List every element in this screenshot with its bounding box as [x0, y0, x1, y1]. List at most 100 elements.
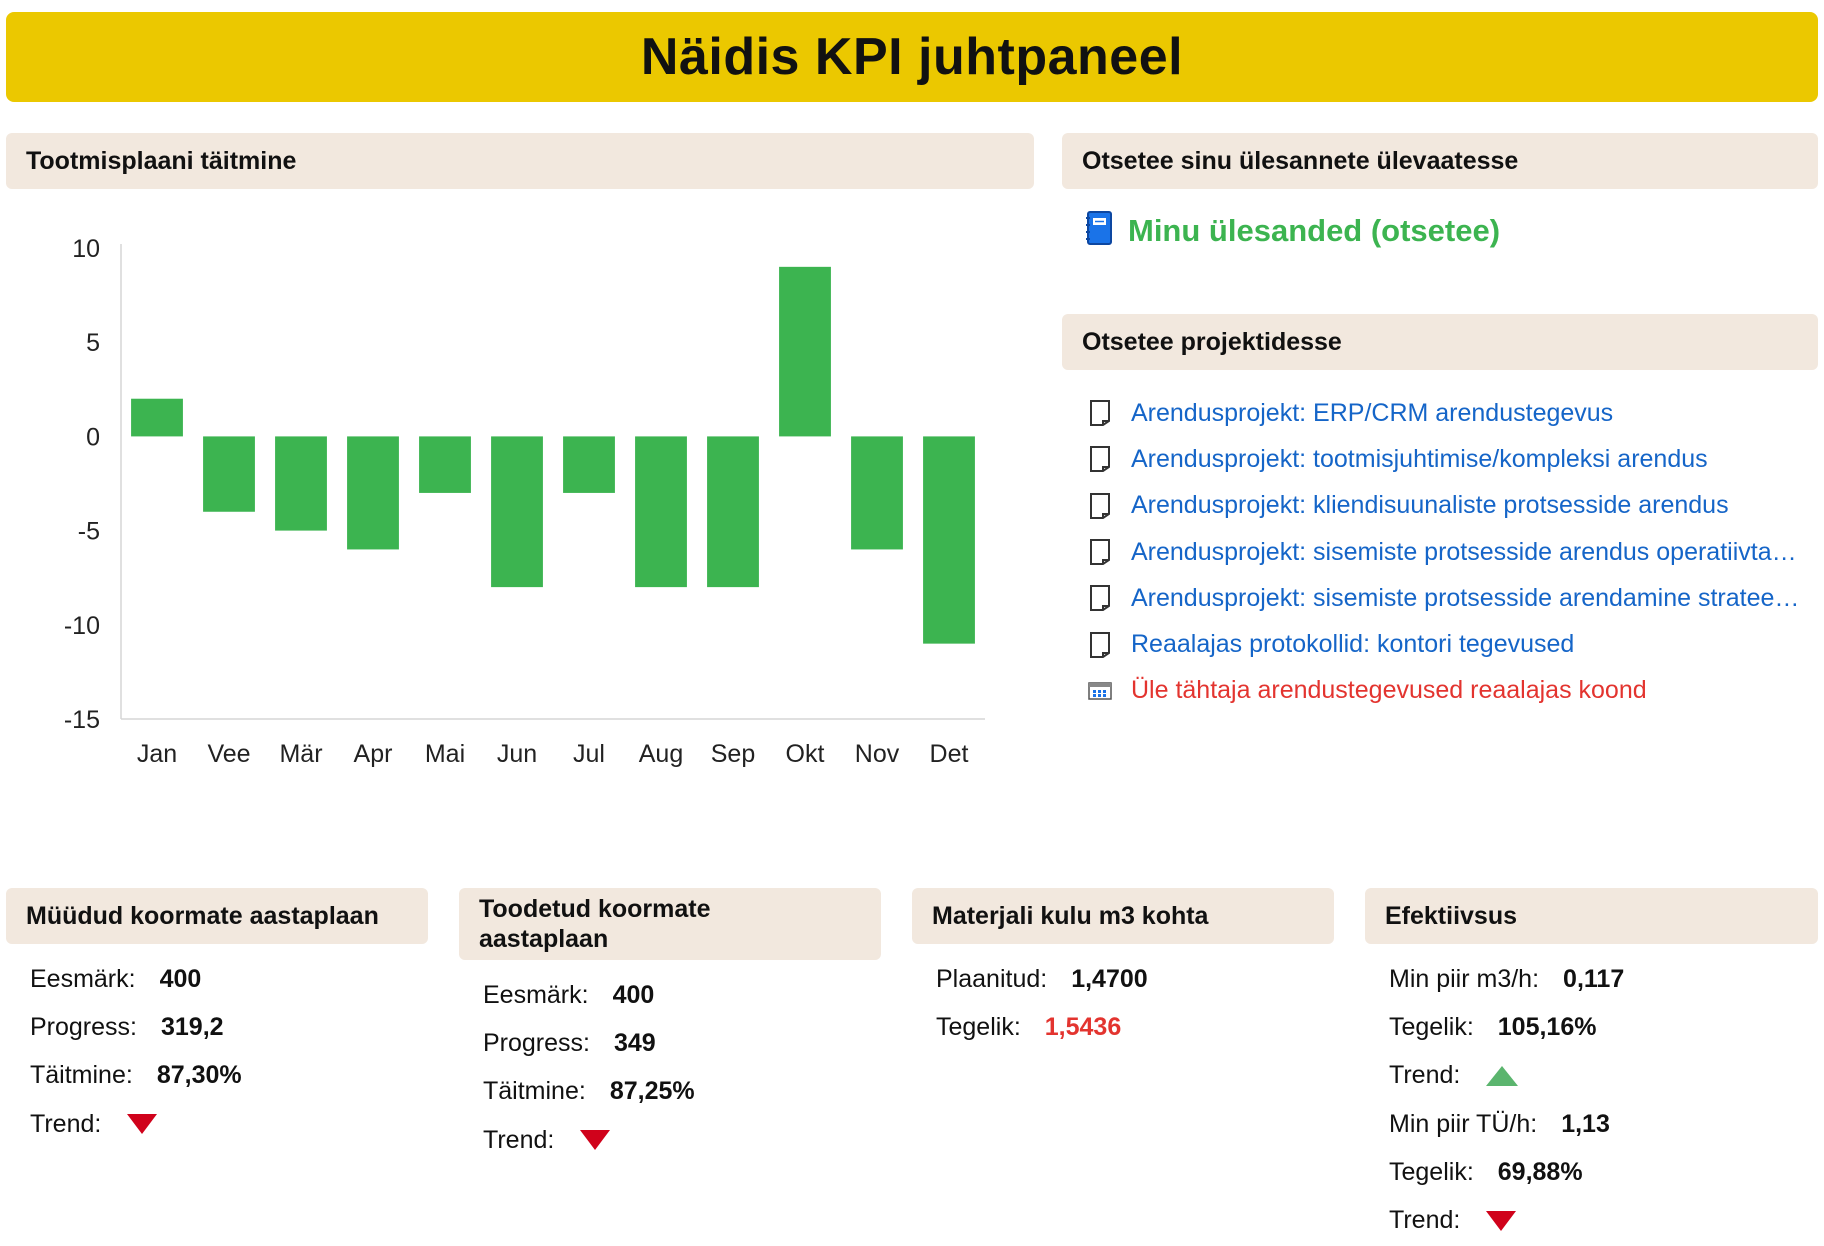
bar — [923, 436, 975, 644]
kpi-produced-progress-row: Progress: 349 — [483, 1019, 695, 1067]
projects-panel-title: Otsetee projektidesse — [1082, 327, 1342, 356]
kpi-label: Trend: — [1389, 1206, 1461, 1235]
document-icon — [1086, 492, 1114, 520]
kpi-material-header: Materjali kulu m3 kohta — [912, 888, 1334, 944]
bar — [707, 436, 759, 588]
kpi-value-alert: 1,5436 — [1044, 1012, 1122, 1041]
kpi-efficiency-tu-trend-row: Trend: — [1389, 1196, 1624, 1244]
x-tick-label: Vee — [207, 740, 250, 768]
project-link-customer-processes[interactable]: Arendusprojekt: kliendisuunaliste protse… — [1086, 483, 1802, 529]
kpi-label: Trend: — [30, 1109, 102, 1138]
kpi-value: 349 — [613, 1028, 656, 1057]
y-tick-label: -10 — [64, 612, 100, 640]
notebook-icon — [1086, 211, 1112, 250]
project-link-label: Üle tähtaja arendustegevused reaalajas k… — [1131, 676, 1647, 705]
kpi-label: Trend: — [1389, 1061, 1461, 1090]
production-panel-header: Tootmisplaani täitmine — [6, 133, 1034, 189]
kpi-material-actual-row: Tegelik: 1,5436 — [936, 1003, 1148, 1051]
kpi-produced-title: Toodetud koormate aastaplaan — [479, 895, 711, 953]
bar — [347, 436, 399, 550]
kpi-produced-trend-row: Trend: — [483, 1116, 695, 1164]
kpi-sold-goal-row: Eesmärk: 400 — [30, 955, 242, 1003]
kpi-value: 87,30% — [156, 1061, 242, 1090]
kpi-value: 105,16% — [1497, 1012, 1597, 1041]
kpi-label: Täitmine: — [483, 1077, 586, 1106]
document-icon — [1086, 399, 1114, 427]
kpi-value: 319,2 — [160, 1012, 224, 1041]
trend-up-icon — [1486, 1065, 1519, 1086]
kpi-efficiency-values: Min piir m3/h: 0,117 Tegelik: 105,16% Tr… — [1389, 955, 1624, 1245]
bar — [491, 436, 543, 588]
kpi-value: 400 — [159, 964, 202, 993]
y-tick-label: 10 — [72, 235, 100, 263]
project-link-label: Arendusprojekt: sisemiste protsesside ar… — [1131, 583, 1802, 612]
tasks-panel-header: Otsetee sinu ülesannete ülevaatesse — [1062, 133, 1818, 189]
x-tick-label: Okt — [786, 740, 825, 768]
trend-down-icon — [1486, 1210, 1517, 1231]
kpi-value: 87,25% — [609, 1077, 695, 1106]
bar — [563, 436, 615, 493]
my-tasks-shortcut-link[interactable]: Minu ülesanded (otsetee) — [1086, 211, 1500, 250]
project-link-label: Arendusprojekt: ERP/CRM arendustegevus — [1131, 398, 1614, 427]
x-tick-label: Jan — [137, 740, 177, 768]
production-panel-title: Tootmisplaani täitmine — [26, 146, 297, 175]
kpi-value: 1,13 — [1561, 1109, 1610, 1138]
kpi-sold-header: Müüdud koormate aastaplaan — [6, 888, 428, 944]
kpi-sold-completion-row: Täitmine: 87,30% — [30, 1052, 242, 1100]
kpi-label: Täitmine: — [30, 1061, 133, 1090]
y-tick-label: -5 — [78, 518, 100, 546]
tasks-panel-title: Otsetee sinu ülesannete ülevaatesse — [1082, 146, 1519, 175]
my-tasks-link-label: Minu ülesanded (otsetee) — [1128, 212, 1501, 248]
y-tick-label: 5 — [86, 329, 100, 357]
kpi-material-planned-row: Plaanitud: 1,4700 — [936, 955, 1148, 1003]
project-link-office-protocols[interactable]: Reaalajas protokollid: kontori tegevused — [1086, 621, 1802, 667]
kpi-sold-title: Müüdud koormate aastaplaan — [26, 901, 379, 930]
x-tick-label: Jun — [497, 740, 537, 768]
kpi-label: Min piir TÜ/h: — [1389, 1109, 1538, 1138]
project-link-list: Arendusprojekt: ERP/CRM arendustegevus A… — [1086, 390, 1802, 714]
bar — [851, 436, 903, 550]
document-icon — [1086, 631, 1114, 659]
kpi-efficiency-m3-actual-row: Tegelik: 105,16% — [1389, 1003, 1624, 1051]
kpi-label: Tegelik: — [1389, 1012, 1474, 1041]
project-link-internal-operative[interactable]: Arendusprojekt: sisemiste protsesside ar… — [1086, 529, 1802, 575]
x-tick-label: Aug — [639, 740, 683, 768]
document-icon — [1086, 584, 1114, 612]
kpi-value: 400 — [612, 980, 655, 1009]
table-icon — [1086, 682, 1114, 700]
bar — [131, 398, 183, 437]
kpi-label: Eesmärk: — [30, 964, 136, 993]
kpi-efficiency-title: Efektiivsus — [1385, 901, 1518, 930]
x-tick-label: Nov — [855, 740, 900, 768]
project-link-label: Reaalajas protokollid: kontori tegevused — [1131, 630, 1575, 659]
kpi-efficiency-tu-actual-row: Tegelik: 69,88% — [1389, 1148, 1624, 1196]
project-link-label: Arendusprojekt: kliendisuunaliste protse… — [1131, 491, 1729, 520]
project-link-internal-strategic[interactable]: Arendusprojekt: sisemiste protsesside ar… — [1086, 575, 1802, 621]
kpi-efficiency-header: Efektiivsus — [1365, 888, 1818, 944]
bar — [779, 266, 831, 437]
dashboard-title-bar: Näidis KPI juhtpaneel — [6, 12, 1818, 102]
kpi-produced-completion-row: Täitmine: 87,25% — [483, 1068, 695, 1116]
y-tick-label: -15 — [64, 706, 100, 734]
kpi-sold-progress-row: Progress: 319,2 — [30, 1003, 242, 1051]
kpi-produced-goal-row: Eesmärk: 400 — [483, 971, 695, 1019]
project-link-erp-crm[interactable]: Arendusprojekt: ERP/CRM arendustegevus — [1086, 390, 1802, 436]
y-tick-label: 0 — [86, 423, 100, 451]
trend-down-icon — [127, 1114, 158, 1135]
bar — [419, 436, 471, 493]
document-icon — [1086, 538, 1114, 566]
kpi-efficiency-m3-min-row: Min piir m3/h: 0,117 — [1389, 955, 1624, 1003]
x-tick-label: Mai — [425, 740, 465, 768]
kpi-label: Tegelik: — [936, 1012, 1021, 1041]
kpi-sold-values: Eesmärk: 400 Progress: 319,2 Täitmine: 8… — [30, 955, 242, 1148]
project-link-overdue-summary[interactable]: Üle tähtaja arendustegevused reaalajas k… — [1086, 668, 1802, 714]
bar — [275, 436, 327, 531]
kpi-label: Tegelik: — [1389, 1157, 1474, 1186]
project-link-label: Arendusprojekt: tootmisjuhtimise/komplek… — [1131, 444, 1708, 473]
project-link-production-management[interactable]: Arendusprojekt: tootmisjuhtimise/komplek… — [1086, 436, 1802, 482]
bar — [635, 436, 687, 588]
kpi-label: Trend: — [483, 1125, 555, 1154]
kpi-label: Plaanitud: — [936, 964, 1048, 993]
x-tick-label: Sep — [711, 740, 755, 768]
document-icon — [1086, 445, 1114, 473]
